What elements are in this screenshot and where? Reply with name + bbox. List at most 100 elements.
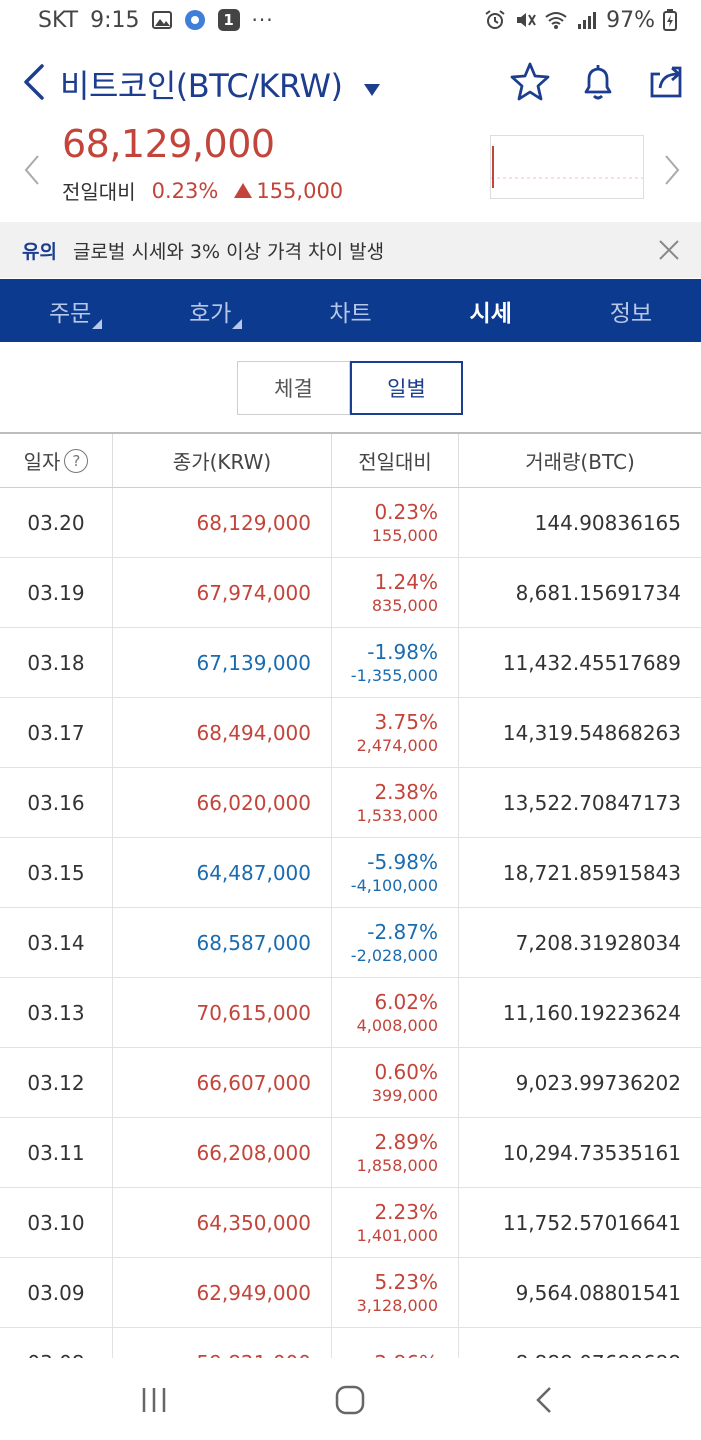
price-change-row: 전일대비 0.23% 155,000 [62,176,343,205]
row-close-price: 66,020,000 [113,768,332,837]
table-row[interactable]: 03.11 66,208,000 2.89% 1,858,000 10,294.7353… [0,1118,701,1188]
notice-tag: 유의 [22,240,57,263]
row-change: -5.98% -4,100,000 [332,838,459,907]
row-change: 5.23% 3,128,000 [332,1258,459,1327]
row-change-amount: 1,533,000 [356,805,438,825]
tab-orderbook-label: 호가 [189,300,232,327]
signal-icon [576,10,598,30]
table-row[interactable]: 03.16 66,020,000 2.38% 1,533,000 13,522.7084… [0,768,701,838]
row-close-price: 68,587,000 [113,908,332,977]
row-change-amount: -4,100,000 [350,875,438,895]
mini-price-chart[interactable] [490,135,644,199]
row-date: 03.15 [0,838,113,907]
period-toggle: 체결 일별 [237,361,463,415]
table-row[interactable]: 03.19 67,974,000 1.24% 835,000 8,681.1569173… [0,558,701,628]
row-change-percent: 2.89% [374,1129,438,1154]
tab-order[interactable]: 주문 [0,279,140,342]
star-favorite-icon[interactable] [508,60,552,104]
row-change-amount: -2,028,000 [350,945,438,965]
tab-chart-label: 차트 [329,300,372,327]
wifi-icon [544,9,568,31]
battery-percent: 97% [606,7,655,33]
notice-message: 글로벌 시세와 3% 이상 가격 차이 발생 [72,240,385,263]
change-amount-group: 155,000 [234,179,343,203]
row-change-percent: -1.98% [367,639,438,664]
table-body[interactable]: 03.20 68,129,000 0.23% 155,000 144.90836165 0… [0,488,701,1358]
change-percent: 0.23% [151,178,219,203]
table-row[interactable]: 03.09 62,949,000 5.23% 3,128,000 9,564.08801… [0,1258,701,1328]
row-date: 03.09 [0,1258,113,1327]
row-close-price: 68,494,000 [113,698,332,767]
row-volume: 144.90836165 [534,510,681,535]
tab-chart[interactable]: 차트 [280,279,420,342]
row-change-amount: 3,128,000 [356,1295,438,1315]
table-row[interactable]: 03.13 70,615,000 6.02% 4,008,000 11,160.1922… [0,978,701,1048]
table-row[interactable]: 03.12 66,607,000 0.60% 399,000 9,023.9973620… [0,1048,701,1118]
row-volume: 11,752.57016641 [502,1210,681,1235]
table-row[interactable]: 03.10 64,350,000 2.23% 1,401,000 11,752.5701… [0,1188,701,1258]
row-volume: 8,681.15691734 [515,580,681,605]
table-row[interactable]: 03.0859,821,000 2.86% 8,888.07688688 [0,1328,701,1358]
row-change: -1.98% -1,355,000 [332,628,459,697]
segment-daily[interactable]: 일별 [350,361,463,415]
segment-trades[interactable]: 체결 [237,361,350,415]
system-nav-bar [0,1358,701,1440]
alarm-icon [484,9,506,31]
row-change-amount: 1,858,000 [356,1155,438,1175]
status-bar: SKT 9:15 1 ··· 97% [0,0,701,40]
back-icon[interactable] [528,1382,564,1418]
row-change-percent: 0.23% [374,499,438,524]
share-icon[interactable] [644,60,688,104]
header-close: 종가(KRW) [113,434,332,487]
row-close-price: 67,139,000 [113,628,332,697]
coin-title[interactable]: 비트코인(BTC/KRW) [60,67,343,105]
back-arrow-icon[interactable] [18,62,52,102]
row-date: 03.08 [0,1328,113,1358]
row-date: 03.20 [0,488,113,557]
help-icon[interactable]: ? [64,448,89,473]
row-date: 03.13 [0,978,113,1047]
row-close-price: 67,974,000 [113,558,332,627]
row-volume: 7,208.31928034 [515,930,681,955]
row-volume: 9,023.99736202 [515,1070,681,1095]
next-coin-chevron-icon[interactable] [660,150,684,190]
row-change: 3.75% 2,474,000 [332,698,459,767]
row-volume: 8,888.07688688 [459,1328,701,1359]
coin-selector-caret-icon[interactable] [364,84,380,96]
row-date: 03.19 [0,558,113,627]
table-row[interactable]: 03.14 68,587,000 -2.87% -2,028,000 7,208.319… [0,908,701,978]
row-change-amount: 4,008,000 [356,1015,438,1035]
table-row[interactable]: 03.15 64,487,000 -5.98% -4,100,000 18,721.85… [0,838,701,908]
row-close-price: 66,208,000 [113,1118,332,1187]
recent-apps-icon[interactable] [136,1382,172,1418]
row-change-percent: 6.02% [374,989,438,1014]
previous-coin-chevron-icon[interactable] [20,150,44,190]
header-change: 전일대비 [332,434,459,487]
bell-alert-icon[interactable] [576,60,620,104]
row-change: 2.89% 1,858,000 [332,1118,459,1187]
tab-market-price[interactable]: 시세 [421,279,561,342]
row-date: 03.14 [0,908,113,977]
row-volume: 11,432.45517689 [502,650,681,675]
header-date: 일자 ? [0,434,113,487]
table-row[interactable]: 03.20 68,129,000 0.23% 155,000 144.90836165 [0,488,701,558]
home-icon[interactable] [332,1382,368,1418]
clock: 9:15 [90,7,140,33]
row-date: 03.12 [0,1048,113,1117]
gallery-icon [151,10,172,30]
carrier-label: SKT [38,7,79,33]
row-change: 0.60% 399,000 [332,1048,459,1117]
tab-info[interactable]: 정보 [561,279,701,342]
row-change: -2.87% -2,028,000 [332,908,459,977]
close-icon[interactable] [657,238,681,262]
table-row[interactable]: 03.17 68,494,000 3.75% 2,474,000 14,319.5486… [0,698,701,768]
row-close-price: 64,350,000 [113,1188,332,1257]
row-close-price: 62,949,000 [113,1258,332,1327]
row-change-percent: 2.38% [374,779,438,804]
row-change-amount: 835,000 [371,595,438,615]
row-close-price: 70,615,000 [113,978,332,1047]
tab-orderbook[interactable]: 호가 [140,279,280,342]
row-date: 03.18 [0,628,113,697]
table-row[interactable]: 03.18 67,139,000 -1.98% -1,355,000 11,432.45… [0,628,701,698]
compare-label: 전일대비 [62,180,136,204]
